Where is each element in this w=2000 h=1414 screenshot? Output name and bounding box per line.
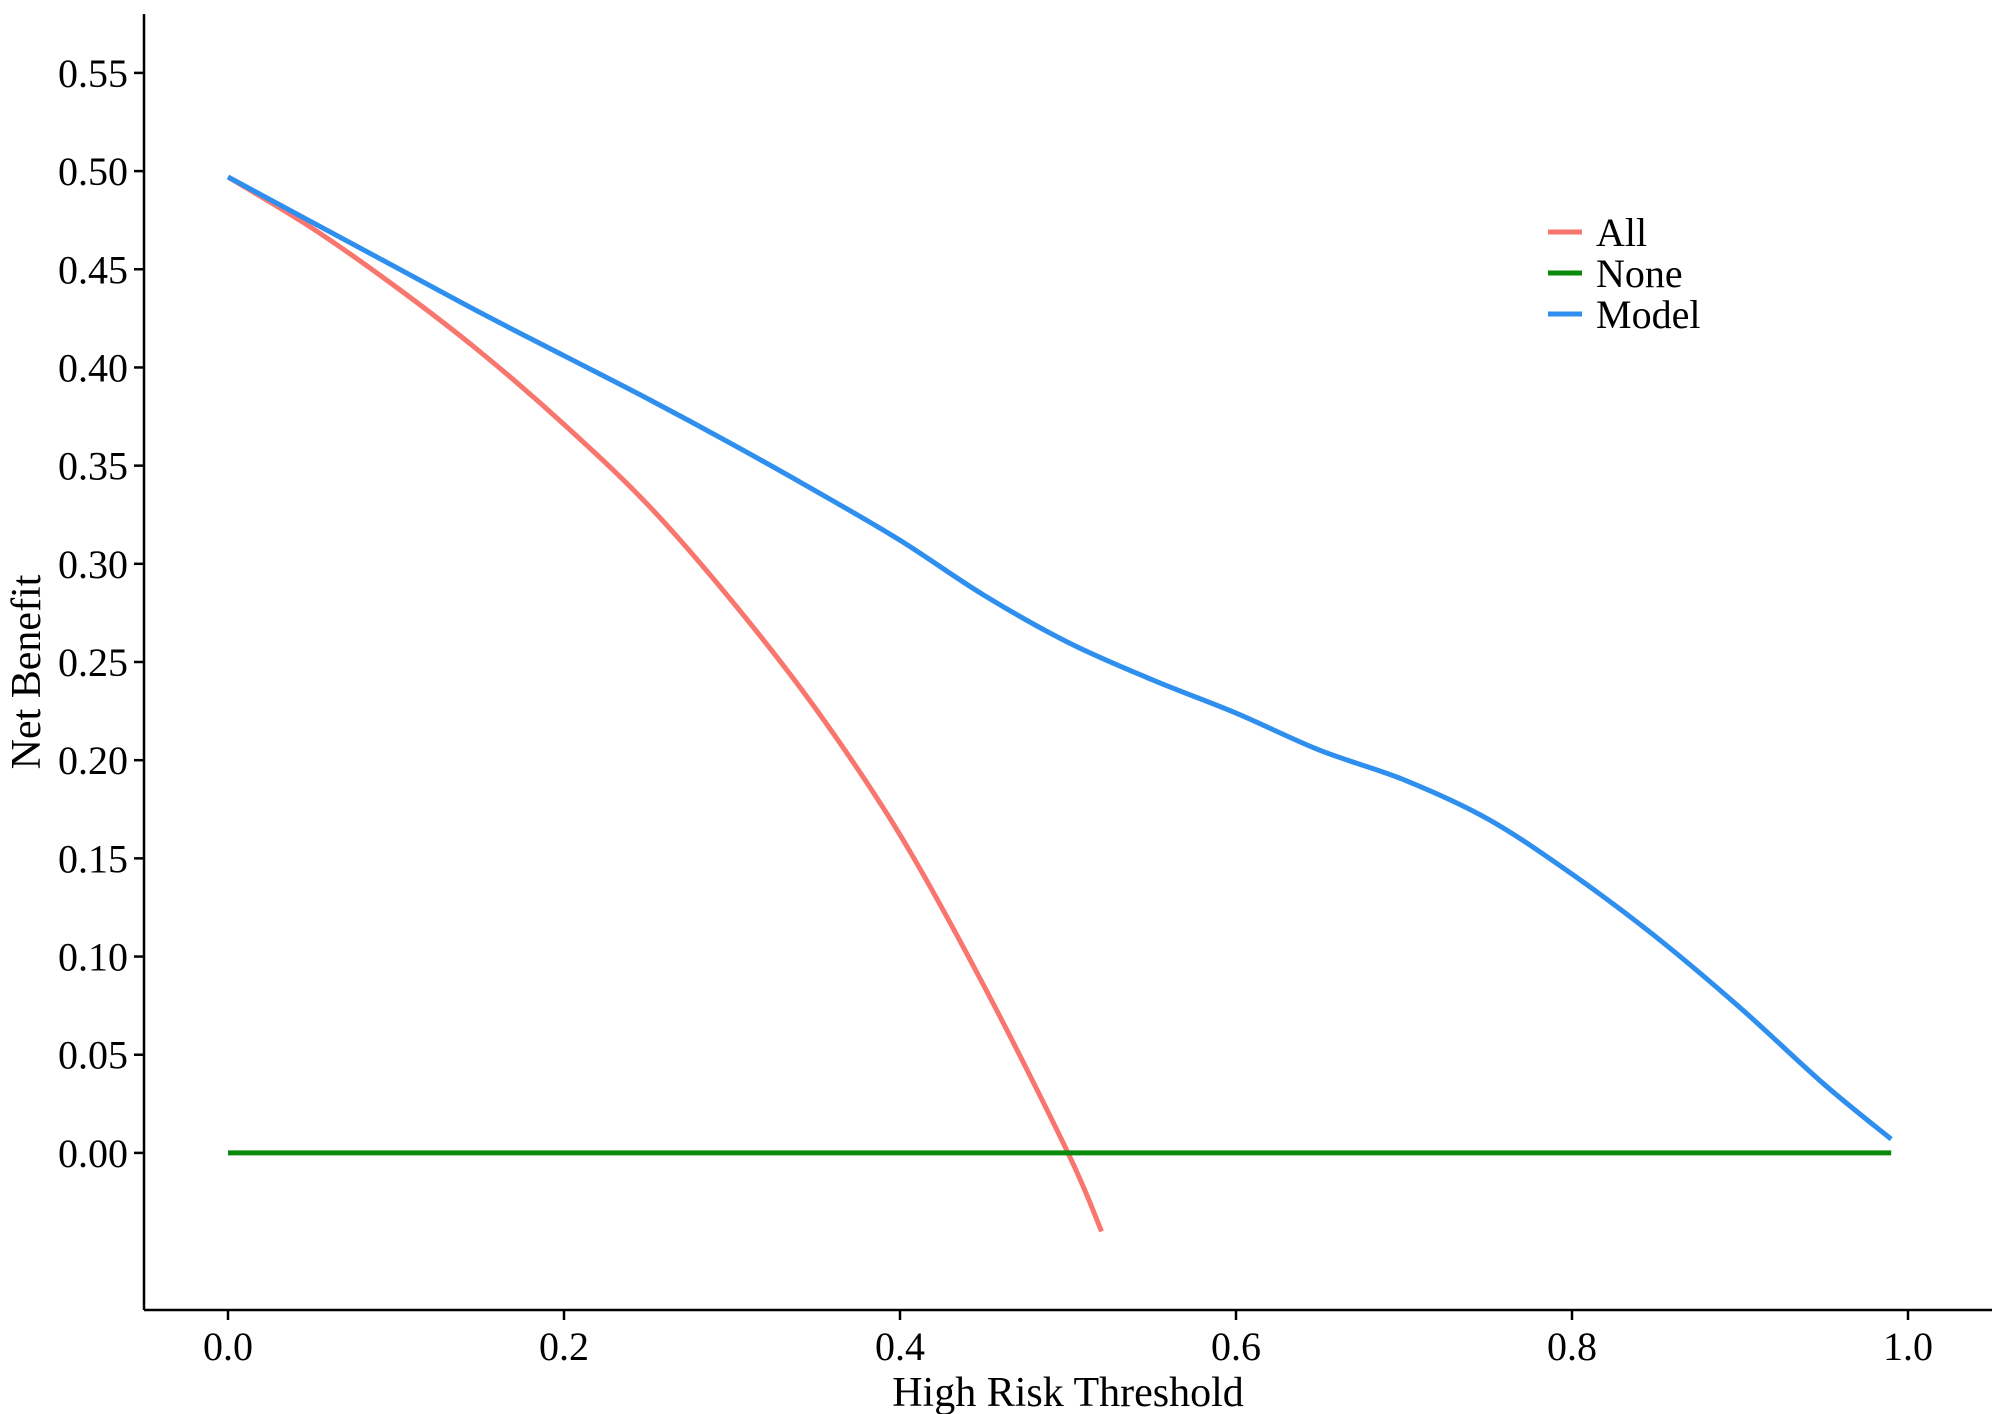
legend-label-all: All [1596,210,1647,255]
x-tick-label: 0.8 [1547,1324,1597,1369]
y-tick-label: 0.35 [58,444,128,489]
axes-layer: 0.00 0.05 0.10 0.15 0.20 0.25 0.30 0.35 0.40 0.45… [58,14,1992,1369]
legend-label-none: None [1596,251,1683,296]
series-line-model [226,174,1893,1142]
y-tick-label: 0.00 [58,1131,128,1176]
series-layer [226,174,1893,1233]
y-tick-label: 0.20 [58,738,128,783]
y-axis-title: Net Benefit [4,574,50,769]
series-line-all [226,174,1104,1233]
x-tick-label: 1.0 [1883,1324,1933,1369]
x-tick-label: 0.4 [875,1324,925,1369]
x-tick-label: 0.2 [539,1324,589,1369]
y-tick-label: 0.45 [58,247,128,292]
x-tick-label: 0.6 [1211,1324,1261,1369]
y-tick-label: 0.40 [58,345,128,390]
y-tick-label: 0.05 [58,1033,128,1078]
y-tick-label: 0.25 [58,640,128,685]
y-tick-label: 0.50 [58,149,128,194]
legend-label-model: Model [1596,292,1700,337]
x-tick-label: 0.0 [203,1324,253,1369]
y-tick-label: 0.30 [58,542,128,587]
x-axis-title: High Risk Threshold [892,1370,1244,1414]
y-tick-label: 0.15 [58,836,128,881]
y-tick-label: 0.55 [58,51,128,96]
y-tick-label: 0.10 [58,935,128,980]
